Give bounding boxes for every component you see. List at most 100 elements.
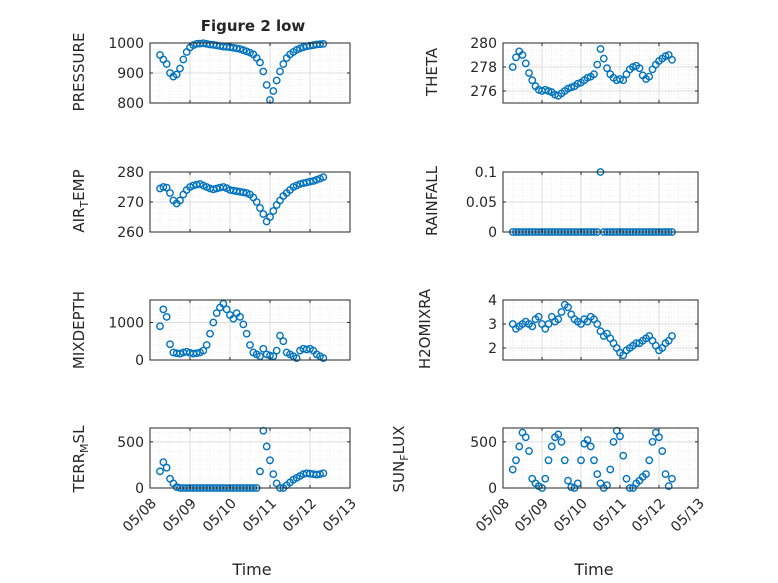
data-point bbox=[156, 322, 164, 331]
y-tick-label: 1000 bbox=[108, 36, 144, 52]
data-point bbox=[528, 322, 537, 331]
data-point bbox=[554, 430, 563, 439]
ylabel-terr-tail: SL bbox=[70, 425, 88, 444]
axes-box bbox=[502, 427, 699, 489]
ylabel-air-temp: AIRTEMP bbox=[70, 169, 91, 232]
data-point bbox=[590, 456, 598, 465]
ylabel-air-temp-main: AIR bbox=[70, 208, 88, 233]
data-point bbox=[269, 352, 278, 361]
data-point bbox=[512, 53, 520, 62]
y-tick-label: 500 bbox=[470, 435, 497, 451]
y-tick-label: 280 bbox=[470, 36, 497, 52]
axes-box bbox=[502, 299, 699, 361]
data-point bbox=[319, 469, 328, 478]
data-point bbox=[212, 309, 221, 318]
data-point bbox=[528, 76, 537, 85]
ylabel-terr-msl: TERRMSL bbox=[70, 425, 91, 494]
data-point bbox=[573, 479, 582, 488]
data-point bbox=[635, 64, 644, 73]
data-point bbox=[219, 299, 228, 308]
data-point bbox=[645, 456, 654, 465]
data-point bbox=[202, 341, 211, 349]
data-point bbox=[593, 320, 602, 328]
y-tick-label: 4 bbox=[488, 293, 497, 309]
y-tick-label: 270 bbox=[117, 195, 144, 211]
ylabel-sun-tail: LUX bbox=[390, 426, 408, 455]
data-point bbox=[279, 60, 288, 68]
data-point bbox=[525, 447, 533, 455]
data-point bbox=[259, 344, 268, 353]
y-tick-label: 0 bbox=[488, 225, 497, 241]
data-point bbox=[262, 81, 271, 89]
data-point bbox=[262, 350, 271, 359]
data-point bbox=[564, 303, 572, 312]
data-point bbox=[269, 207, 278, 215]
data-point bbox=[272, 346, 281, 355]
data-point bbox=[246, 341, 254, 349]
data-point bbox=[256, 204, 264, 212]
data-point bbox=[199, 346, 208, 355]
y-tick-label: 1000 bbox=[108, 316, 144, 332]
ylabel-sun-flux: SUNFLUX bbox=[390, 426, 411, 493]
ylabel-sun-sub: F bbox=[398, 454, 411, 460]
data-point bbox=[642, 470, 650, 479]
data-point bbox=[182, 347, 191, 356]
data-point bbox=[534, 312, 543, 321]
axes-box bbox=[149, 427, 351, 489]
data-point bbox=[541, 474, 550, 483]
y-tick-label: 800 bbox=[117, 96, 144, 112]
data-point bbox=[176, 64, 184, 73]
data-point bbox=[319, 354, 328, 363]
ylabel-rainfall: RAINFALL bbox=[423, 165, 441, 236]
ylabel-pressure: PRESSURE bbox=[70, 33, 88, 112]
data-point bbox=[166, 189, 174, 197]
data-point bbox=[606, 465, 615, 474]
data-point bbox=[239, 320, 248, 329]
data-point bbox=[256, 58, 264, 67]
data-point bbox=[319, 40, 328, 48]
y-tick-label: 0.1 bbox=[475, 165, 497, 181]
axes-box bbox=[502, 42, 699, 104]
data-point bbox=[159, 458, 168, 467]
data-point bbox=[176, 196, 184, 205]
data-point bbox=[269, 470, 278, 479]
data-point bbox=[619, 451, 628, 460]
y-tick-label: 0 bbox=[135, 353, 144, 369]
data-point bbox=[593, 470, 602, 479]
data-point bbox=[319, 173, 328, 182]
axes-h2omixra: 2 3 4 bbox=[488, 293, 699, 361]
data-point bbox=[668, 474, 676, 483]
data-point bbox=[586, 442, 595, 451]
data-point bbox=[557, 308, 566, 316]
data-point bbox=[262, 442, 271, 451]
y-tick-label: 278 bbox=[470, 60, 497, 76]
data-point bbox=[567, 483, 576, 491]
data-point bbox=[599, 54, 608, 63]
data-point bbox=[658, 447, 667, 455]
data-point bbox=[596, 45, 605, 53]
data-point bbox=[209, 318, 218, 327]
data-point bbox=[259, 67, 268, 76]
ylabel-air-temp-tail: EMP bbox=[70, 169, 88, 200]
data-point bbox=[577, 456, 585, 465]
data-point bbox=[222, 305, 231, 314]
data-point bbox=[661, 470, 670, 479]
data-point bbox=[272, 76, 281, 85]
data-point bbox=[266, 456, 274, 465]
data-point bbox=[179, 55, 188, 64]
data-point bbox=[166, 340, 174, 349]
axes-air-temp: 260 270 280 bbox=[117, 165, 351, 241]
data-point bbox=[159, 305, 168, 314]
data-point bbox=[590, 70, 598, 79]
data-point bbox=[664, 482, 673, 491]
data-point bbox=[159, 183, 168, 191]
data-point bbox=[266, 213, 274, 221]
data-point bbox=[544, 456, 553, 465]
data-point bbox=[229, 314, 238, 323]
data-point bbox=[619, 76, 628, 85]
data-point bbox=[609, 437, 618, 446]
data-point bbox=[632, 339, 641, 348]
y-tick-label: 260 bbox=[117, 225, 144, 241]
data-point bbox=[162, 312, 171, 321]
